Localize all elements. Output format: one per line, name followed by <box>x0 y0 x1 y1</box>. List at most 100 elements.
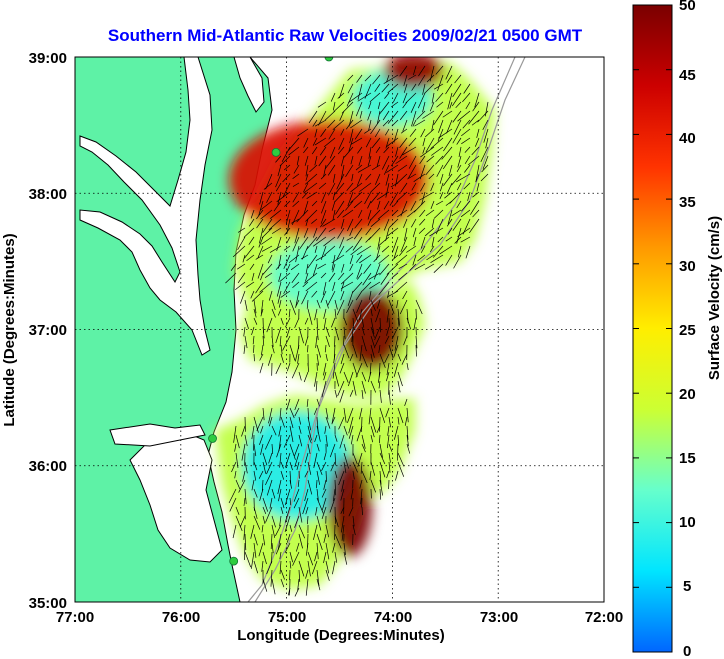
current-arrow <box>356 74 363 83</box>
current-arrow <box>435 65 444 75</box>
current-arrow <box>476 182 480 192</box>
current-arrow <box>340 506 345 514</box>
current-arrow <box>280 353 284 363</box>
current-arrow <box>277 290 282 304</box>
current-arrow <box>236 263 246 270</box>
current-arrow <box>235 281 246 291</box>
velocity-region-northern-high-speed-core <box>228 119 429 240</box>
colorbar-ticks <box>633 4 672 653</box>
current-arrow <box>460 209 471 218</box>
current-arrow <box>297 479 300 488</box>
current-arrow <box>483 128 489 143</box>
current-arrow <box>323 479 327 490</box>
current-arrow <box>439 191 444 200</box>
current-arrow <box>349 389 354 397</box>
current-arrow <box>284 542 291 554</box>
current-arrow <box>406 443 411 454</box>
current-arrow <box>379 416 381 432</box>
current-arrow <box>314 245 318 253</box>
current-arrow <box>377 200 381 210</box>
x-axis-label: Longitude (Degrees:Minutes) <box>237 627 445 644</box>
current-arrow <box>370 218 381 227</box>
current-arrow <box>239 515 246 528</box>
current-arrow <box>269 416 273 427</box>
current-arrow <box>435 92 444 102</box>
current-arrow <box>365 227 372 236</box>
current-arrow <box>372 74 381 85</box>
current-arrow <box>262 326 265 339</box>
current-arrow <box>379 470 382 485</box>
current-arrow <box>316 398 320 407</box>
current-arrow <box>411 83 417 91</box>
current-arrow <box>294 407 300 417</box>
current-arrow <box>299 236 309 250</box>
current-arrow <box>370 308 373 317</box>
current-arrow <box>262 479 264 491</box>
current-arrow <box>419 155 426 165</box>
current-arrow <box>349 227 354 236</box>
current-arrow <box>334 308 337 319</box>
current-arrow <box>370 344 375 358</box>
current-arrow <box>347 290 354 306</box>
colorbar-tick-5: 5 <box>683 578 691 595</box>
current-arrow <box>325 416 331 429</box>
current-arrow <box>250 551 255 569</box>
current-arrow <box>386 74 390 83</box>
current-arrow <box>324 425 327 434</box>
current-arrow <box>357 272 363 280</box>
current-arrow <box>379 434 381 444</box>
current-arrow <box>268 452 273 464</box>
y-tick-label-1: 38:00 <box>29 186 67 203</box>
current-arrow <box>307 434 312 444</box>
plot-contents <box>75 57 604 602</box>
current-arrow <box>463 83 471 94</box>
current-arrow <box>389 191 399 206</box>
current-arrow <box>284 506 291 523</box>
current-arrow <box>298 425 302 434</box>
current-arrow <box>338 137 345 150</box>
current-arrow <box>245 281 255 288</box>
current-arrow <box>268 290 273 301</box>
current-arrow <box>237 272 246 284</box>
current-arrow <box>349 254 354 265</box>
current-arrow <box>375 173 381 185</box>
current-arrow <box>390 155 399 167</box>
current-arrow <box>289 560 292 569</box>
current-arrow <box>253 506 258 519</box>
current-arrow <box>472 191 480 198</box>
current-arrow <box>332 209 336 221</box>
current-arrow <box>379 407 386 424</box>
current-arrow <box>449 101 453 109</box>
current-arrow <box>396 299 399 309</box>
current-arrow <box>357 92 372 102</box>
current-arrow <box>262 461 267 474</box>
current-arrow <box>295 245 300 263</box>
current-arrow <box>480 173 489 182</box>
current-arrow <box>277 479 282 495</box>
current-arrow <box>295 542 300 552</box>
current-arrow <box>348 110 354 127</box>
current-arrow <box>451 92 462 107</box>
current-arrow <box>413 173 426 182</box>
current-arrow <box>318 155 327 167</box>
current-arrow <box>253 344 255 353</box>
current-arrow <box>330 92 336 102</box>
current-arrow <box>262 263 273 275</box>
current-arrow <box>339 236 345 249</box>
current-arrow <box>431 236 435 248</box>
current-arrow <box>472 101 480 112</box>
current-arrow <box>292 191 300 203</box>
current-arrow <box>364 128 372 134</box>
current-arrow <box>452 128 462 144</box>
current-arrow <box>320 209 327 224</box>
current-arrow <box>276 281 282 297</box>
current-arrow <box>442 155 453 170</box>
current-arrow <box>283 434 291 448</box>
current-arrow <box>280 344 283 355</box>
current-arrow <box>307 479 313 495</box>
current-arrow <box>422 137 426 147</box>
current-arrow <box>304 470 309 478</box>
current-arrow <box>300 254 309 260</box>
current-arrow <box>350 191 363 203</box>
current-arrow <box>321 380 327 398</box>
